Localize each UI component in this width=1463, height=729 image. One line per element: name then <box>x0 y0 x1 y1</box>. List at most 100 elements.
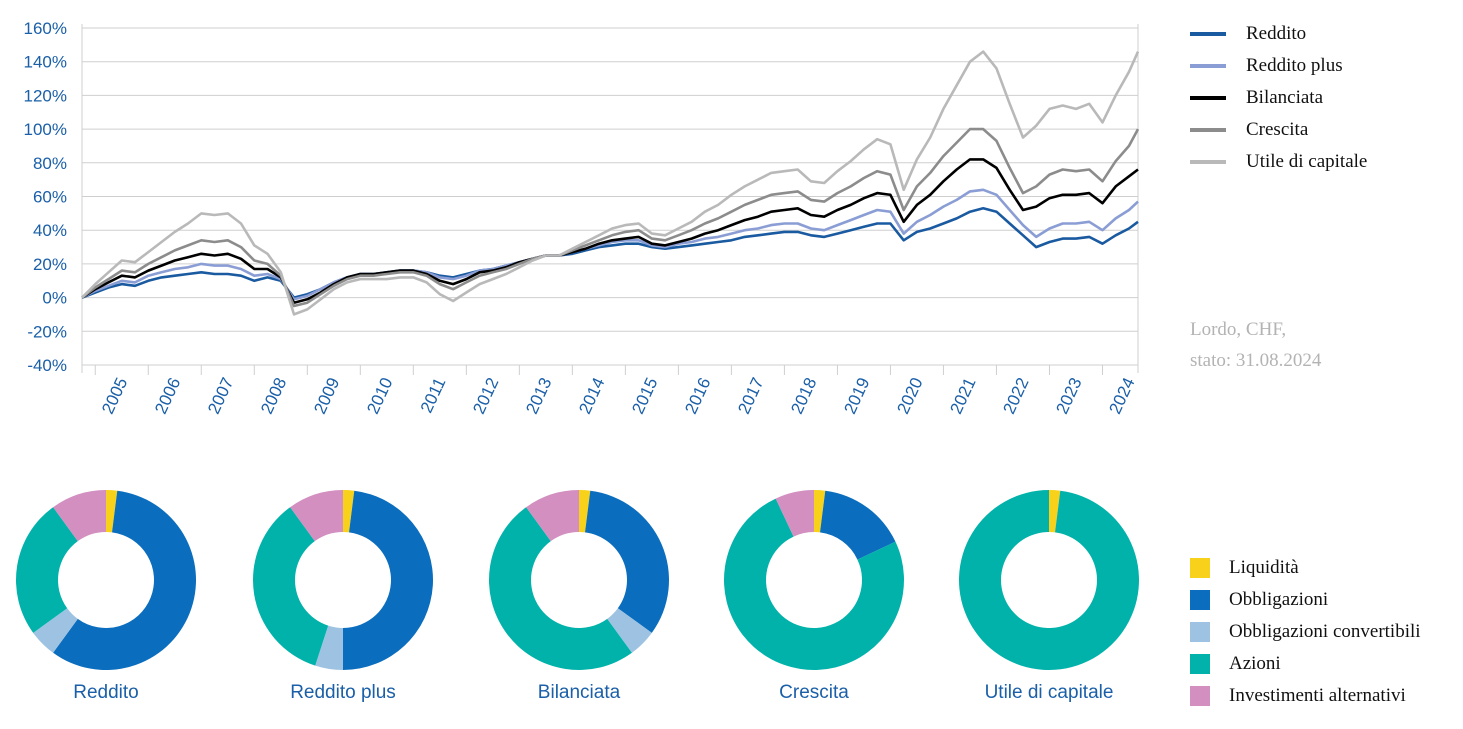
series-line-bilanciata <box>81 158 1139 304</box>
legend-label: Bilanciata <box>1246 87 1324 108</box>
legend-swatch <box>1190 128 1226 132</box>
x-tick-label: 2013 <box>522 375 555 417</box>
donut-slice-obbligazioni <box>585 490 669 633</box>
allocation-swatch <box>1190 686 1210 706</box>
data-note: Lordo, CHF, stato: 31.08.2024 <box>1190 314 1321 376</box>
x-tick-label: 2006 <box>151 375 184 417</box>
allocation-donuts <box>15 490 1139 671</box>
donut-title: Crescita <box>779 682 849 703</box>
allocation-label: Azioni <box>1229 653 1281 674</box>
legend-swatch <box>1190 160 1226 164</box>
x-tick-label: 2024 <box>1105 375 1138 417</box>
x-tick-label: 2014 <box>575 375 608 417</box>
legend-label: Crescita <box>1246 119 1309 140</box>
donut-slice-azioni <box>958 490 1139 671</box>
series-line-crescita <box>81 127 1140 308</box>
legend-item: Reddito plus <box>1190 50 1460 82</box>
note-line-1: Lordo, CHF, <box>1190 319 1287 340</box>
donut-title: Utile di capitale <box>984 682 1114 703</box>
donut-slice-investimenti-alternativi <box>53 490 106 542</box>
legend-swatch <box>1190 64 1226 68</box>
legend-label: Reddito plus <box>1246 55 1343 76</box>
donut-slice-obbligazioni-convertibili <box>607 608 652 653</box>
x-tick-label: 2018 <box>787 375 820 417</box>
x-tick-label: 2011 <box>417 375 450 416</box>
x-tick-label: 2007 <box>204 375 237 417</box>
allocation-label: Obbligazioni convertibili <box>1229 621 1421 642</box>
donut-slice-azioni <box>489 507 632 670</box>
donut-slice-liquidità <box>1049 490 1061 533</box>
allocation-label: Obbligazioni <box>1229 589 1329 610</box>
x-tick-label: 2020 <box>893 375 926 417</box>
line-legend: Reddito Reddito plus Bilanciata Crescita Uti… <box>1190 18 1460 178</box>
allocation-swatch <box>1190 590 1210 610</box>
performance-lines <box>81 50 1140 316</box>
allocation-label: Liquidità <box>1229 557 1299 578</box>
legend-swatch <box>1190 96 1226 100</box>
donut-slice-liquidità <box>106 490 118 533</box>
series-line-utile-di-capitale <box>81 50 1140 316</box>
x-tick-label: 2005 <box>98 375 131 417</box>
donut-slice-liquidità <box>343 490 355 533</box>
y-tick-label: 60% <box>33 188 67 207</box>
donut-slice-azioni <box>724 498 904 671</box>
donut-slice-obbligazioni <box>53 490 197 671</box>
donut-title: Reddito <box>73 682 139 703</box>
y-tick-label: 40% <box>33 221 67 240</box>
x-tick-label: 2015 <box>628 375 661 417</box>
donut-slice-azioni <box>253 507 329 666</box>
legend-item: Crescita <box>1190 114 1460 146</box>
legend-label: Utile di capitale <box>1246 151 1368 172</box>
allocation-legend-item: Liquidità <box>1190 552 1462 584</box>
y-axis: 160% 140% 120% 100% 80% 60% 40% 20% 0% -20% -40% <box>24 19 1139 375</box>
allocation-label: Investimenti alternativi <box>1229 685 1406 706</box>
x-tick-label: 2012 <box>469 375 502 417</box>
donut-title: Bilanciata <box>537 682 621 703</box>
x-tick-label: 2022 <box>999 375 1032 417</box>
legend-item: Bilanciata <box>1190 82 1460 114</box>
donut-slice-liquidità <box>814 490 826 533</box>
y-tick-label: 160% <box>24 19 67 38</box>
donut-slice-liquidità <box>579 490 591 533</box>
donut-slice-azioni <box>15 507 78 633</box>
donut-slice-obbligazioni-convertibili <box>33 608 78 653</box>
series-line-reddito-plus <box>81 188 1139 301</box>
allocation-legend-item: Investimenti alternativi <box>1190 680 1462 712</box>
legend-item: Utile di capitale <box>1190 146 1460 178</box>
donut-slice-obbligazioni <box>343 490 433 670</box>
note-line-2: stato: 31.08.2024 <box>1190 350 1322 371</box>
allocation-swatch <box>1190 558 1210 578</box>
y-tick-label: 20% <box>33 255 67 274</box>
y-tick-label: 80% <box>33 154 67 173</box>
donut-title: Reddito plus <box>290 682 396 703</box>
allocation-legend: Liquidità Obbligazioni Obbligazioni conver… <box>1190 552 1462 712</box>
x-axis: 2005 2006 2007 2008 2009 2010 2011 2012 2013 2014… <box>94 365 1139 417</box>
allocation-legend-item: Azioni <box>1190 648 1462 680</box>
series-line-reddito <box>81 207 1139 299</box>
donut-slice-investimenti-alternativi <box>526 490 579 542</box>
legend-swatch <box>1190 32 1226 36</box>
allocation-swatch <box>1190 622 1210 642</box>
allocation-legend-item: Obbligazioni convertibili <box>1190 616 1462 648</box>
x-tick-label: 2023 <box>1052 375 1085 417</box>
donut-slice-investimenti-alternativi <box>290 490 343 542</box>
y-tick-label: 100% <box>24 120 67 139</box>
y-tick-label: 140% <box>24 53 67 72</box>
x-tick-label: 2017 <box>734 375 767 417</box>
y-tick-label: 120% <box>24 86 67 105</box>
donut-slice-obbligazioni-convertibili <box>315 625 343 670</box>
x-tick-label: 2016 <box>681 375 714 417</box>
y-tick-label: 0% <box>42 289 67 308</box>
legend-item: Reddito <box>1190 18 1460 50</box>
gridlines <box>82 27 1138 366</box>
x-tick-label: 2021 <box>946 375 979 417</box>
allocation-swatch <box>1190 654 1210 674</box>
x-tick-label: 2010 <box>363 375 396 417</box>
donut-slice-investimenti-alternativi <box>775 490 814 537</box>
allocation-legend-item: Obbligazioni <box>1190 584 1462 616</box>
x-tick-label: 2009 <box>310 375 343 417</box>
x-tick-label: 2019 <box>840 375 873 417</box>
x-tick-label: 2008 <box>257 375 290 417</box>
donut-slice-obbligazioni <box>820 490 896 560</box>
